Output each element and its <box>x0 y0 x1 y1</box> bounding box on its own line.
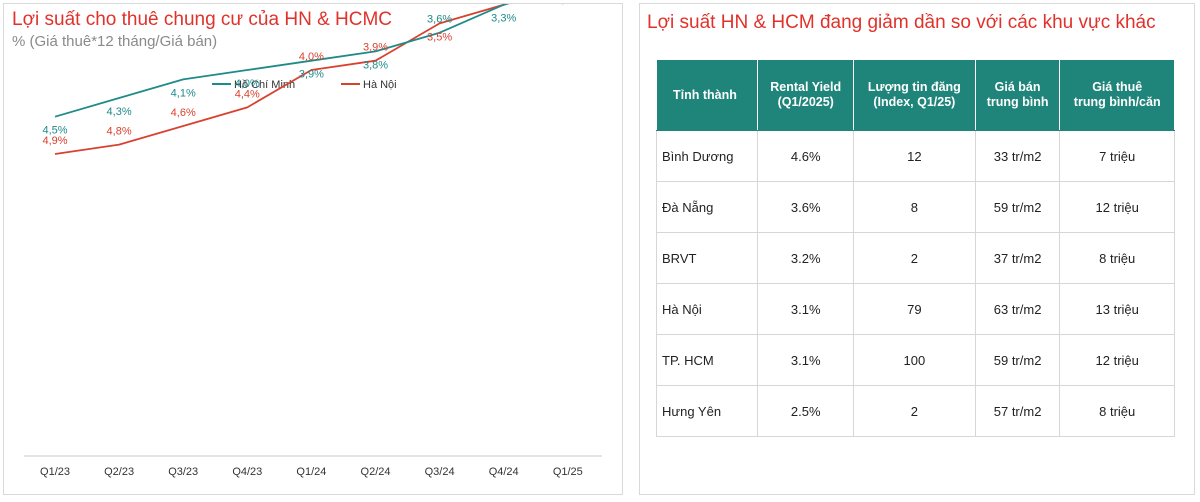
yield-table: Tỉnh thành Rental Yield (Q1/2025) Lượng tin… <box>655 59 1175 437</box>
table-row: TP. HCM 3.1% 100 59 tr/m2 12 triệu <box>655 334 1175 386</box>
x-tick-label: Q1/23 <box>40 466 70 478</box>
table-cell: Bình Dương <box>655 130 759 182</box>
table-row: Hưng Yên 2.5% 2 57 tr/m2 8 triệu <box>655 385 1175 437</box>
data-label: 4,0% <box>235 78 260 90</box>
table-cell: 8 triệu <box>1059 232 1175 284</box>
legend-label: Hà Nội <box>363 79 397 91</box>
table-row: Đà Nẵng 3.6% 8 59 tr/m2 12 triệu <box>655 181 1175 233</box>
data-label: 4,1% <box>171 87 196 99</box>
table-cell: 8 triệu <box>1059 385 1175 437</box>
data-label: 4,5% <box>42 125 67 137</box>
table-header-cell: Lượng tin đăng (Index, Q1/25) <box>852 59 976 131</box>
data-label: 3,8% <box>363 59 388 71</box>
table-cell: 3.1% <box>757 334 854 386</box>
line-chart: Q1/23 Q2/23 Q3/23 Q4/23 Q1/24 Q2/24 Q3/24 Q4/24… <box>24 4 602 478</box>
table-cell: 57 tr/m2 <box>974 385 1061 437</box>
x-tick-label: Q2/23 <box>104 466 134 478</box>
table-cell: 63 tr/m2 <box>974 283 1061 335</box>
table-header-line: trung bình/căn <box>1073 95 1161 109</box>
x-tick-label: Q1/24 <box>296 466 326 478</box>
data-label: 4,8% <box>107 126 132 138</box>
table-cell: 12 triệu <box>1059 181 1175 233</box>
table-cell: TP. HCM <box>655 334 759 386</box>
data-label: 3,6% <box>427 14 452 26</box>
data-label: 4,3% <box>107 106 132 118</box>
table-header-cell: Rental Yield (Q1/2025) <box>757 59 854 131</box>
table-cell: 4.6% <box>757 130 854 182</box>
table-cell: 37 tr/m2 <box>974 232 1061 284</box>
table-header-line: trung bình <box>986 95 1049 109</box>
data-label: 4,9% <box>42 135 67 147</box>
table-row: Hà Nội 3.1% 79 63 tr/m2 13 triệu <box>655 283 1175 335</box>
table-cell: Hưng Yên <box>655 385 759 437</box>
table-cell: 79 <box>852 283 976 335</box>
data-label: 3,9% <box>299 69 324 81</box>
table-header-cell: Tỉnh thành <box>655 59 759 131</box>
table-cell: 3.1% <box>757 283 854 335</box>
data-label: 4,6% <box>171 107 196 119</box>
table-cell: Hà Nội <box>655 283 759 335</box>
table-header-row: Tỉnh thành Rental Yield (Q1/2025) Lượng tin… <box>655 59 1175 131</box>
data-label: 4,4% <box>235 88 260 100</box>
table-cell: BRVT <box>655 232 759 284</box>
table-row: BRVT 3.2% 2 37 tr/m2 8 triệu <box>655 232 1175 284</box>
chart-subtitle: % (Giá thuê*12 tháng/Giá bán) <box>12 33 218 50</box>
table-header-line: Tỉnh thành <box>673 87 737 102</box>
table-header-line: Lượng tin đăng <box>867 80 961 94</box>
table-body: Bình Dương 4.6% 12 33 tr/m2 7 triệu Đà Nẵng 3.… <box>655 130 1175 437</box>
data-label: 3,9% <box>363 42 388 54</box>
table-header-line: (Index, Q1/25) <box>873 95 956 109</box>
table-header-line: (Q1/2025) <box>777 95 834 109</box>
x-tick-label: Q4/24 <box>489 466 519 478</box>
table-header-cell: Giá thuê trung bình/căn <box>1059 59 1175 131</box>
table-cell: Đà Nẵng <box>655 181 759 233</box>
x-tick-label: Q2/24 <box>361 466 391 478</box>
table-cell: 2 <box>852 232 976 284</box>
table-header-cell: Giá bán trung bình <box>974 59 1061 131</box>
table-cell: 100 <box>852 334 976 386</box>
x-tick-label: Q3/24 <box>425 466 455 478</box>
table-cell: 2 <box>852 385 976 437</box>
table-cell: 2.5% <box>757 385 854 437</box>
table-cell: 59 tr/m2 <box>974 181 1061 233</box>
table-cell: 8 <box>852 181 976 233</box>
table-panel: Lợi suất HN & HCM đang giảm dần so với c… <box>639 3 1195 495</box>
series-line-hn <box>54 4 510 155</box>
table-cell: 7 triệu <box>1059 130 1175 182</box>
table-header-line: Giá bán <box>994 80 1041 94</box>
data-label: 3,5% <box>427 31 452 43</box>
table-cell: 3.6% <box>757 181 854 233</box>
table-cell: 33 tr/m2 <box>974 130 1061 182</box>
x-tick-label: Q3/23 <box>168 466 198 478</box>
table-cell: 59 tr/m2 <box>974 334 1061 386</box>
series-line-hcm <box>54 4 510 118</box>
x-tick-label: Q4/23 <box>232 466 262 478</box>
table-title: Lợi suất HN & HCM đang giảm dần so với c… <box>647 12 1156 33</box>
line-chart-panel: Lợi suất cho thuê chung cư của HN & HCMC… <box>3 3 623 495</box>
table-header-line: Rental Yield <box>770 80 842 94</box>
x-tick-label: Q1/25 <box>553 466 583 478</box>
data-label: 4,0% <box>299 51 324 63</box>
table-row: Bình Dương 4.6% 12 33 tr/m2 7 triệu <box>655 130 1175 182</box>
table-cell: 3.2% <box>757 232 854 284</box>
data-label: 3,3% <box>491 13 516 25</box>
table-cell: 12 triệu <box>1059 334 1175 386</box>
table-cell: 12 <box>852 130 976 182</box>
table-header-line: Giá thuê <box>1092 80 1143 94</box>
data-label: 3,1% <box>555 4 580 6</box>
chart-title: Lợi suất cho thuê chung cư của HN & HCMC <box>12 9 393 30</box>
table-cell: 13 triệu <box>1059 283 1175 335</box>
